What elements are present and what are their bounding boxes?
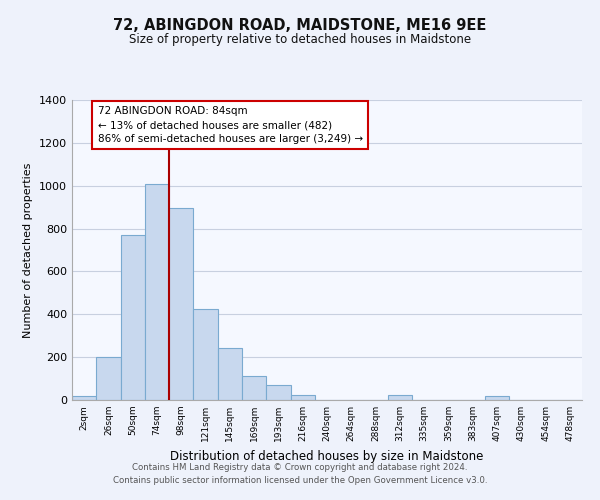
X-axis label: Distribution of detached houses by size in Maidstone: Distribution of detached houses by size … bbox=[170, 450, 484, 462]
Bar bbox=[121, 235, 145, 400]
Text: Contains public sector information licensed under the Open Government Licence v3: Contains public sector information licen… bbox=[113, 476, 487, 485]
Bar bbox=[485, 396, 509, 400]
Bar bbox=[290, 394, 315, 400]
Bar bbox=[96, 357, 121, 400]
Text: Contains HM Land Registry data © Crown copyright and database right 2024.: Contains HM Land Registry data © Crown c… bbox=[132, 464, 468, 472]
Bar bbox=[218, 348, 242, 400]
Text: Size of property relative to detached houses in Maidstone: Size of property relative to detached ho… bbox=[129, 32, 471, 46]
Bar bbox=[145, 184, 169, 400]
Bar bbox=[266, 385, 290, 400]
Bar bbox=[169, 208, 193, 400]
Bar bbox=[242, 376, 266, 400]
Text: 72, ABINGDON ROAD, MAIDSTONE, ME16 9EE: 72, ABINGDON ROAD, MAIDSTONE, ME16 9EE bbox=[113, 18, 487, 32]
Bar bbox=[388, 394, 412, 400]
Bar bbox=[193, 309, 218, 400]
Y-axis label: Number of detached properties: Number of detached properties bbox=[23, 162, 34, 338]
Text: 72 ABINGDON ROAD: 84sqm
← 13% of detached houses are smaller (482)
86% of semi-d: 72 ABINGDON ROAD: 84sqm ← 13% of detache… bbox=[97, 106, 362, 144]
Bar bbox=[72, 396, 96, 400]
